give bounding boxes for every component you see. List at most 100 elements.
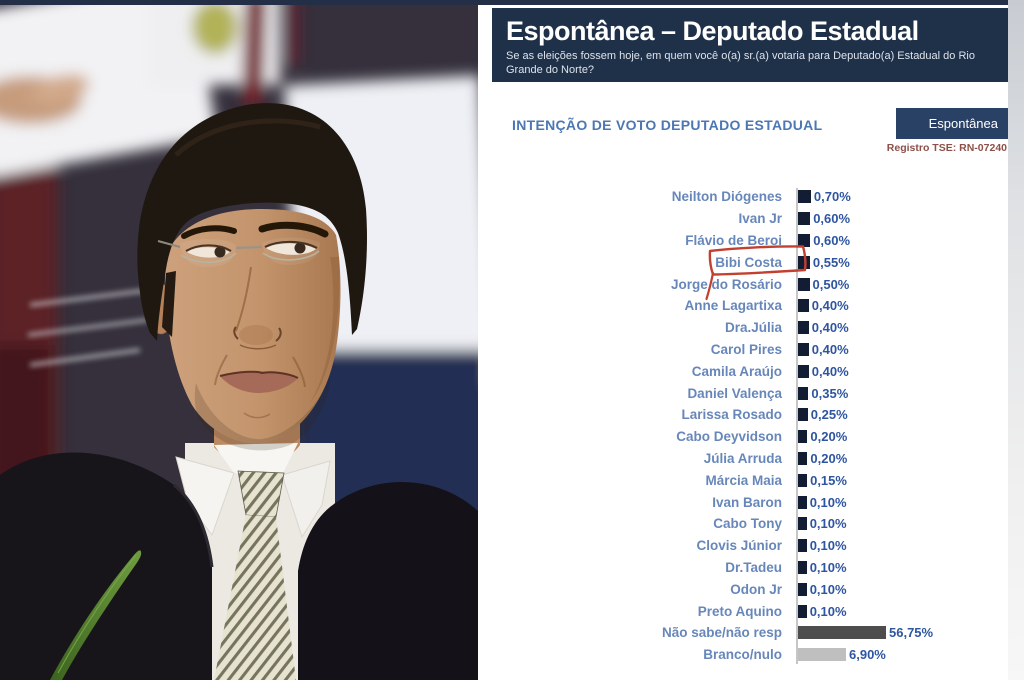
chart-row: Dr.Tadeu 0,10% bbox=[490, 557, 1008, 579]
collar-opening bbox=[214, 443, 298, 475]
chart-row: Cabo Tony 0,10% bbox=[490, 513, 1008, 535]
bar bbox=[798, 408, 808, 422]
chart-row: Não sabe/não resp 56,75% bbox=[490, 622, 1008, 644]
chart-row: Júlia Arruda 0,20% bbox=[490, 448, 1008, 470]
chart-title: INTENÇÃO DE VOTO DEPUTADO ESTADUAL bbox=[512, 117, 823, 133]
nasolabial-right bbox=[292, 356, 306, 388]
chart-rows: Neilton Diógenes 0,70% Ivan Jr 0,60% Flávio … bbox=[490, 186, 1008, 666]
poll-title: Espontânea – Deputado Estadual bbox=[506, 16, 919, 46]
value-label: 0,10% bbox=[809, 581, 847, 597]
value-label: 0,10% bbox=[809, 603, 847, 619]
value-label: 0,10% bbox=[809, 516, 847, 532]
mouth-line bbox=[219, 370, 299, 379]
bar bbox=[798, 430, 808, 444]
bar bbox=[798, 604, 807, 618]
bar bbox=[798, 364, 809, 378]
bar bbox=[798, 190, 811, 204]
collar-right bbox=[281, 460, 331, 539]
chart-row: Daniel Valença 0,35% bbox=[490, 382, 1008, 404]
value-label: 0,20% bbox=[810, 429, 848, 445]
face bbox=[165, 209, 341, 444]
nose-tip bbox=[239, 325, 273, 345]
candidate-label: Odon Jr bbox=[730, 581, 782, 597]
nose-base bbox=[239, 344, 277, 350]
candidate-label: Ivan Baron bbox=[712, 494, 782, 510]
bar bbox=[798, 233, 811, 247]
candidate-label: Jorge do Rosário bbox=[670, 276, 782, 292]
value-label: 0,60% bbox=[813, 232, 851, 248]
candidate-label: Não sabe/não resp bbox=[661, 625, 782, 641]
chart-row: Anne Lagartixa 0,40% bbox=[490, 295, 1008, 317]
chart-row: Flávio de Beroi 0,60% bbox=[490, 230, 1008, 252]
candidate-label: Flávio de Beroi bbox=[685, 232, 782, 248]
nostril-right bbox=[275, 327, 282, 342]
tie-knot bbox=[237, 470, 285, 518]
value-label: 0,40% bbox=[811, 320, 849, 336]
bar bbox=[798, 212, 811, 226]
chart-row: Márcia Maia 0,15% bbox=[490, 469, 1008, 491]
value-label: 0,70% bbox=[813, 189, 851, 205]
bar bbox=[798, 626, 886, 640]
bar bbox=[798, 386, 809, 400]
chart-row: Dra.Júlia 0,40% bbox=[490, 317, 1008, 339]
value-label: 0,60% bbox=[813, 211, 851, 227]
value-label: 0,40% bbox=[811, 298, 849, 314]
nasolabial-left bbox=[214, 354, 228, 386]
bar bbox=[798, 299, 809, 313]
axis-line bbox=[796, 188, 798, 664]
candidate-label: Preto Aquino bbox=[697, 603, 782, 619]
hair-highlight bbox=[174, 118, 321, 157]
value-label: 0,10% bbox=[809, 538, 847, 554]
suit-left-shoulder bbox=[0, 452, 212, 680]
sideburn bbox=[162, 271, 176, 337]
candidate-label: Neilton Diógenes bbox=[671, 189, 782, 205]
value-label: 56,75% bbox=[889, 625, 934, 641]
bar bbox=[798, 495, 807, 509]
poll-panel: Espontânea – Deputado Estadual Se as ele… bbox=[490, 5, 1008, 680]
bar bbox=[798, 451, 808, 465]
chart-row: Camila Araújo 0,40% bbox=[490, 360, 1008, 382]
candidate-label: Daniel Valença bbox=[687, 385, 782, 401]
suit-right-shoulder bbox=[298, 481, 478, 680]
right-gray-strip bbox=[1008, 0, 1024, 680]
chart-row: Cabo Deyvidson 0,20% bbox=[490, 426, 1008, 448]
bar bbox=[798, 560, 807, 574]
candidate-label: Márcia Maia bbox=[705, 472, 782, 488]
eyelid-left bbox=[185, 244, 232, 252]
iris-left bbox=[214, 246, 226, 258]
portrait-photo-svg bbox=[0, 0, 496, 680]
candidate-label: Larissa Rosado bbox=[681, 407, 782, 423]
lapel-edge bbox=[173, 483, 214, 568]
eyebrow-right bbox=[258, 221, 329, 238]
chart-row: Branco/nulo 6,90% bbox=[490, 644, 1008, 666]
stubble-shadow bbox=[194, 377, 330, 451]
eyelid-right bbox=[264, 240, 318, 249]
lips bbox=[220, 371, 298, 393]
chart-row: Ivan Baron 0,10% bbox=[490, 491, 1008, 513]
poll-header: Espontânea – Deputado Estadual Se as ele… bbox=[492, 8, 1008, 82]
bar bbox=[798, 321, 809, 335]
value-label: 0,25% bbox=[810, 407, 848, 423]
value-label: 0,40% bbox=[811, 363, 849, 379]
value-label: 0,50% bbox=[812, 276, 850, 292]
bar bbox=[798, 539, 807, 553]
chart-row: Carol Pires 0,40% bbox=[490, 339, 1008, 361]
poll-question: Se as eleições fossem hoje, em quem você… bbox=[506, 50, 975, 77]
nostril-left bbox=[233, 326, 239, 340]
value-label: 0,10% bbox=[809, 559, 847, 575]
bar bbox=[798, 277, 810, 291]
collar-left bbox=[175, 456, 235, 537]
bar bbox=[798, 582, 807, 596]
eyebrow-left bbox=[181, 225, 237, 239]
glasses bbox=[157, 237, 320, 267]
candidate-label: Dr.Tadeu bbox=[725, 559, 782, 575]
badge-espontanea: Espontânea bbox=[896, 108, 1008, 139]
tie bbox=[214, 515, 296, 680]
value-label: 0,35% bbox=[811, 385, 849, 401]
bar bbox=[798, 255, 810, 269]
candidate-label: Carol Pires bbox=[710, 341, 782, 357]
value-label: 0,10% bbox=[809, 494, 847, 510]
bar bbox=[798, 648, 846, 662]
candidate-label: Anne Lagartixa bbox=[684, 298, 782, 314]
